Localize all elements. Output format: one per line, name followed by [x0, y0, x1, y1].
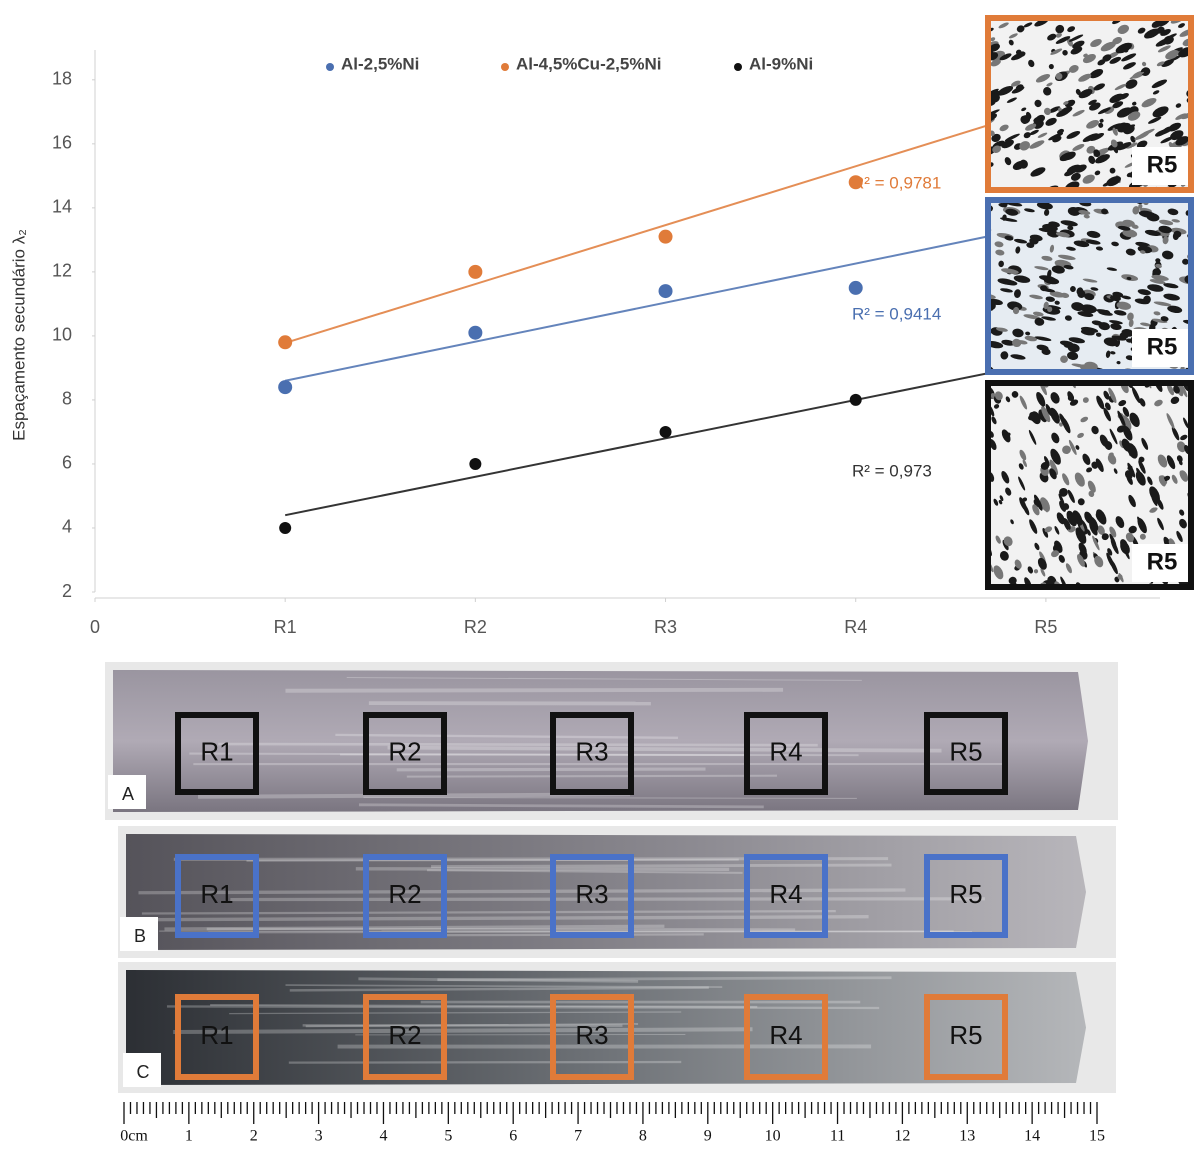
- x-tick-label: R5: [1034, 617, 1057, 637]
- y-tick-label: 8: [62, 389, 72, 409]
- region-label: R4: [769, 879, 802, 909]
- y-tick-label: 2: [62, 581, 72, 601]
- y-tick-label: 6: [62, 453, 72, 473]
- streak: [218, 744, 817, 745]
- region-label: R2: [388, 736, 421, 766]
- ruler-label: 9: [704, 1128, 712, 1145]
- ruler-label: 2: [250, 1128, 258, 1145]
- region-label: R2: [388, 1020, 421, 1050]
- ruler-label: 6: [509, 1128, 517, 1145]
- y-tick-label: 14: [52, 197, 72, 217]
- data-point: [468, 326, 482, 340]
- data-point: [469, 458, 481, 470]
- y-tick-label: 10: [52, 325, 72, 345]
- region-label: R5: [949, 736, 982, 766]
- photo-label: B: [134, 926, 146, 946]
- streak: [407, 776, 777, 777]
- ruler-label: 1: [185, 1128, 193, 1145]
- data-point: [849, 281, 863, 295]
- ruler-label: 12: [894, 1128, 910, 1145]
- data-point: [278, 335, 292, 349]
- legend-label: Al-4,5%Cu-2,5%Ni: [516, 54, 661, 73]
- ruler-label: 7: [574, 1128, 582, 1145]
- r2-label: R² = 0,973: [852, 461, 932, 480]
- data-point: [278, 380, 292, 394]
- legend-label: Al-2,5%Ni: [341, 54, 419, 73]
- page: Espaçamento secundário λ₂ 24681012141618…: [0, 0, 1194, 1147]
- trend-line: [285, 225, 1046, 381]
- ruler-label: 3: [315, 1128, 323, 1145]
- legend-marker: [734, 63, 742, 71]
- streak: [173, 1029, 752, 1032]
- ruler-label: 14: [1024, 1128, 1040, 1145]
- y-tick-label: 16: [52, 133, 72, 153]
- region-label: R1: [200, 879, 233, 909]
- data-point: [850, 394, 862, 406]
- region-label: R3: [575, 879, 608, 909]
- region-label: R5: [949, 879, 982, 909]
- region-label: R1: [200, 1020, 233, 1050]
- region-label: R5: [949, 1020, 982, 1050]
- ruler-label: 5: [444, 1128, 452, 1145]
- y-tick-label: 4: [62, 517, 72, 537]
- legend-marker: [501, 63, 509, 71]
- x-tick-label: R2: [464, 617, 487, 637]
- data-point: [468, 265, 482, 279]
- x-tick-label: R1: [274, 617, 297, 637]
- y-tick-label: 18: [52, 69, 72, 89]
- region-label: R2: [388, 879, 421, 909]
- photo-label: C: [137, 1062, 150, 1082]
- figure: Espaçamento secundário λ₂ 24681012141618…: [0, 0, 1194, 1147]
- inset-label: R5: [1147, 151, 1178, 178]
- x-tick-label: R3: [654, 617, 677, 637]
- x-tick-label: R4: [844, 617, 867, 637]
- x-tick-label: 0: [90, 617, 100, 637]
- ruler-label: 0cm: [120, 1128, 148, 1145]
- ruler-label: 8: [639, 1128, 647, 1145]
- photo-label: A: [122, 784, 134, 804]
- legend-label: Al-9%Ni: [749, 54, 813, 73]
- ruler-label: 13: [959, 1128, 975, 1145]
- y-tick-label: 12: [52, 261, 72, 281]
- y-axis-label: Espaçamento secundário λ₂: [9, 229, 28, 441]
- legend-marker: [326, 63, 334, 71]
- data-point: [659, 230, 673, 244]
- inset-label: R5: [1147, 548, 1178, 575]
- region-label: R3: [575, 1020, 608, 1050]
- data-point: [849, 175, 863, 189]
- r2-label: R² = 0,9781: [852, 173, 941, 192]
- inset-label: R5: [1147, 333, 1178, 360]
- trend-line: [285, 362, 1046, 516]
- r2-label: R² = 0,9414: [852, 304, 941, 323]
- data-point: [659, 284, 673, 298]
- region-label: R3: [575, 736, 608, 766]
- streak: [285, 690, 783, 691]
- ruler-label: 10: [765, 1128, 781, 1145]
- ruler-label: 15: [1089, 1128, 1105, 1145]
- data-point: [660, 426, 672, 438]
- streak: [207, 929, 795, 930]
- data-point: [279, 522, 291, 534]
- region-label: R1: [200, 736, 233, 766]
- region-label: R4: [769, 736, 802, 766]
- ruler-label: 4: [379, 1128, 387, 1145]
- streak: [159, 931, 972, 932]
- streak: [289, 1062, 681, 1063]
- ruler-label: 11: [830, 1128, 845, 1145]
- streak: [246, 860, 738, 861]
- region-label: R4: [769, 1020, 802, 1050]
